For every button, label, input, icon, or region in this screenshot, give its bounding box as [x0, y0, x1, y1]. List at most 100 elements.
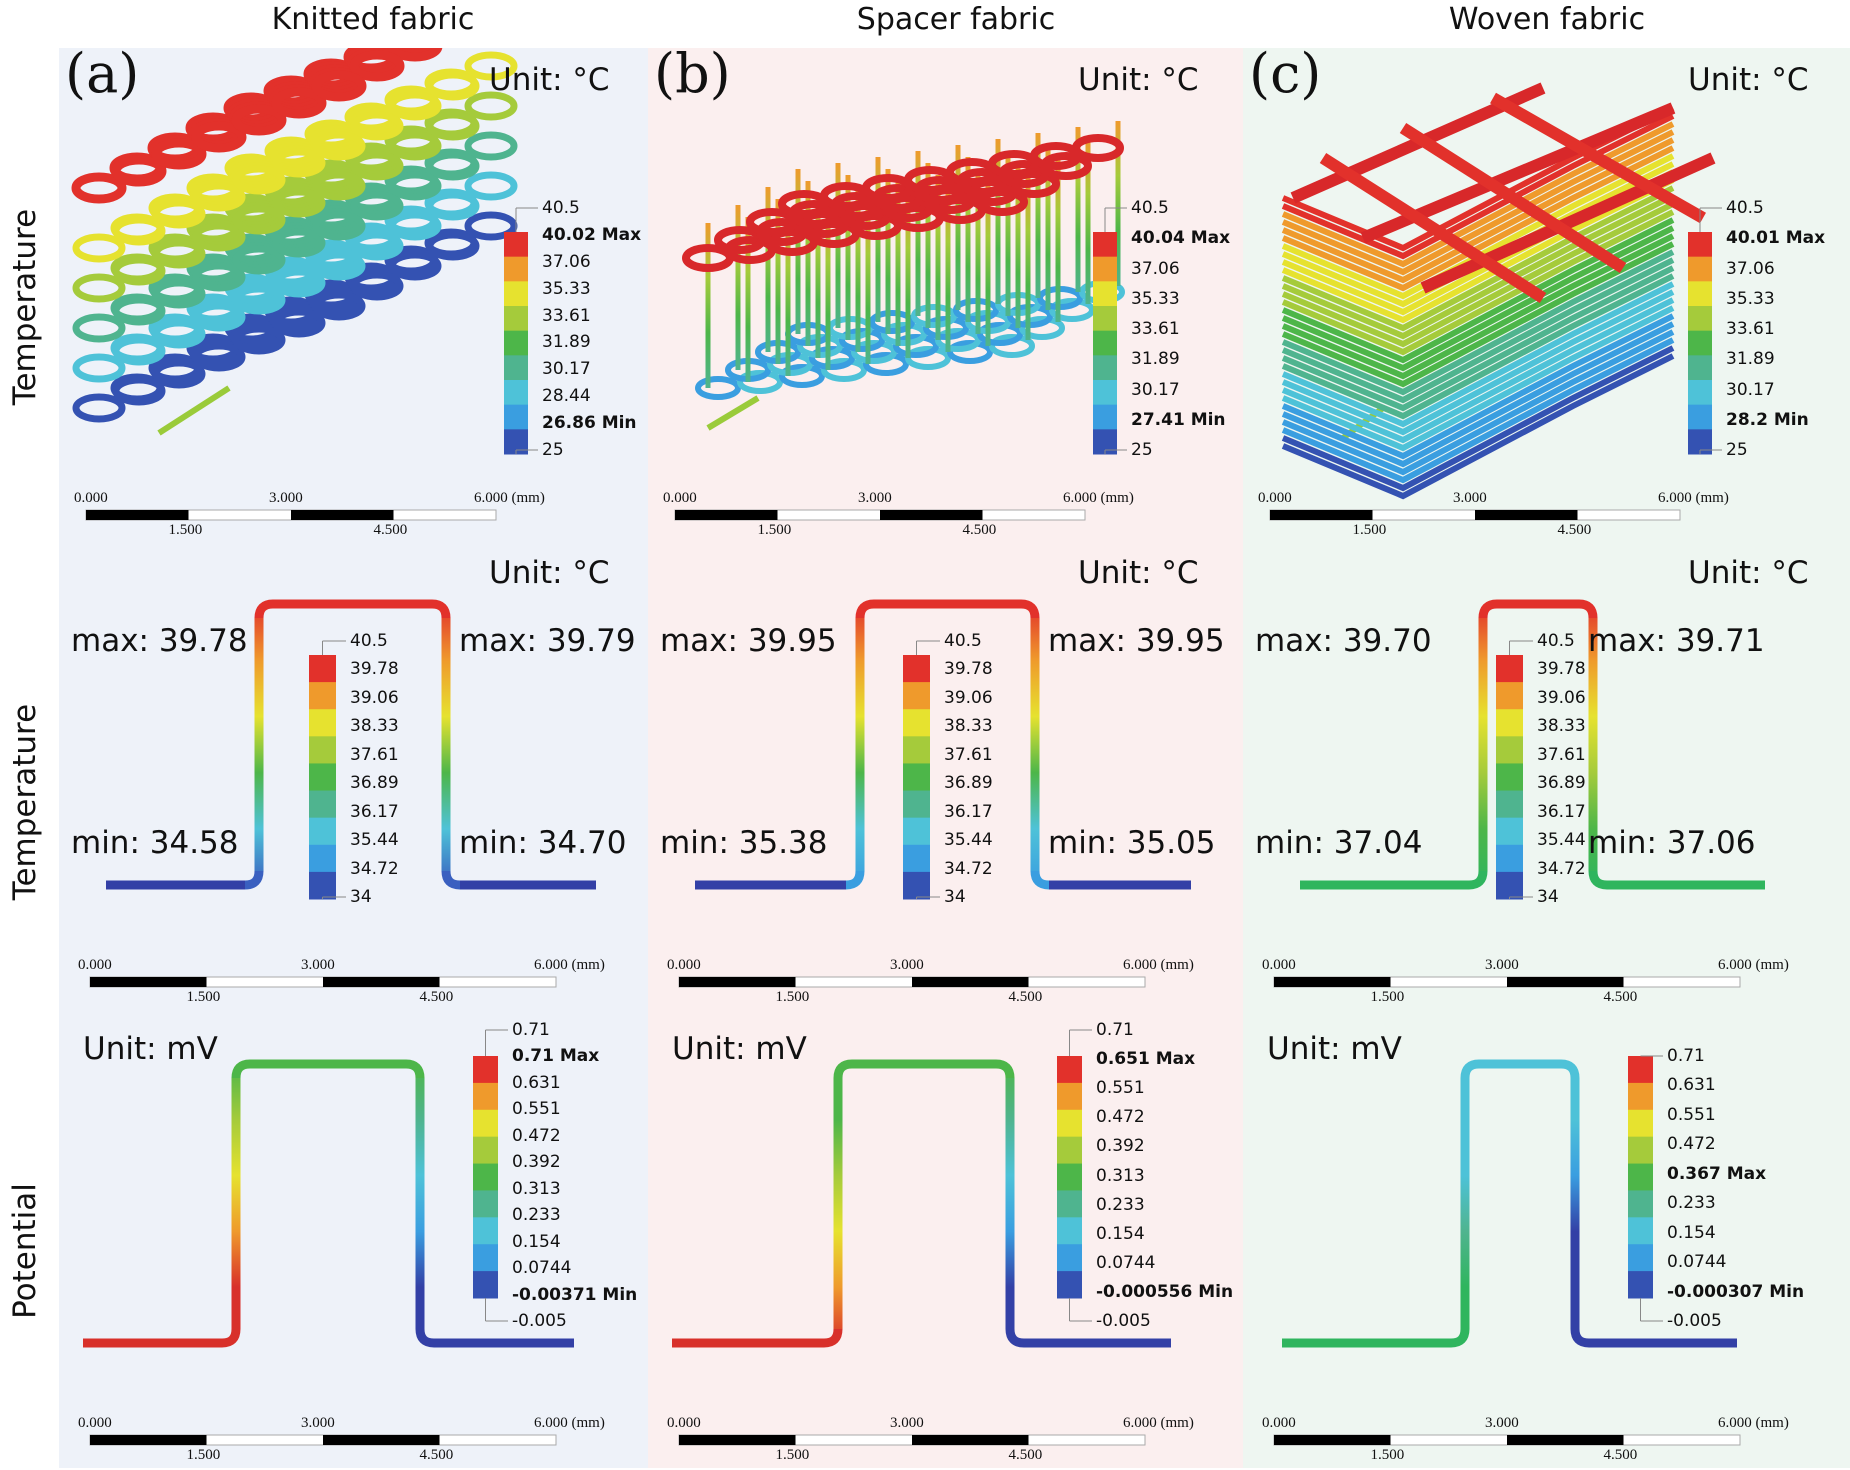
- legend-label: 0.71: [512, 1020, 550, 1040]
- unit-label: Unit: mV: [672, 1031, 807, 1067]
- legend-band: [903, 763, 930, 792]
- woven-layer: [1281, 273, 1675, 420]
- legend-label: 0.233: [1096, 1194, 1145, 1215]
- yarn-loop: [112, 216, 166, 246]
- weft-yarn: [1399, 122, 1627, 274]
- legend-label: 39.78: [944, 659, 993, 680]
- legend-band: [1057, 1190, 1082, 1218]
- weft-yarn: [1490, 92, 1706, 224]
- column-title: Woven fabric: [1448, 2, 1646, 37]
- legend-band: [1688, 330, 1712, 356]
- legend-band: [1688, 232, 1712, 258]
- yarn-loop: [388, 91, 442, 121]
- panel-temp2d: Unit: °C 40.5 39.78 39.06 38.33 37.61 36.89 36.…: [59, 543, 648, 1003]
- legend-label: 0.0744: [1667, 1252, 1727, 1273]
- legend-band: [1057, 1217, 1082, 1245]
- warp-yarn: [1420, 152, 1716, 294]
- legend-band: [1093, 355, 1117, 381]
- panel-potential: Unit: mV 0.71 0.631 0.551 0.472 0.367 Max 0.23…: [1243, 1003, 1850, 1468]
- max-right-label: max: 39.79: [459, 623, 636, 659]
- legend-band: [1093, 232, 1117, 258]
- legend-label: 37.61: [944, 744, 993, 765]
- legend-band: [903, 844, 930, 873]
- legend-label: 40.04 Max: [1131, 228, 1231, 249]
- legend-band: [903, 736, 930, 764]
- woven-layer: [1281, 337, 1675, 484]
- scale-bar-tick: 0.000: [667, 957, 701, 973]
- legend-band: [1093, 306, 1117, 332]
- legend-label: 40.02 Max: [542, 224, 642, 245]
- legend-label: 35.44: [944, 830, 993, 851]
- woven-layer: [1281, 257, 1675, 404]
- scale-bar-tick: 3.000: [1453, 490, 1487, 506]
- legend-label: 34: [350, 887, 372, 907]
- unit-label: Unit: °C: [1078, 62, 1199, 98]
- yarn-loop: [426, 231, 480, 261]
- woven-layer: [1281, 305, 1675, 452]
- legend-label: -0.000556 Min: [1096, 1281, 1234, 1302]
- legend-band: [1688, 256, 1712, 282]
- legend-band: [473, 1190, 498, 1218]
- yarn-loop: [779, 364, 825, 388]
- yarn-loop: [152, 279, 206, 309]
- legend-band: [309, 844, 336, 873]
- woven-layer: [1281, 313, 1675, 460]
- panel-canvas: [1269, 82, 1722, 521]
- legend-label: 37.06: [542, 251, 591, 272]
- fabric-3d-model: [71, 48, 518, 436]
- legend-label: 0.313: [512, 1178, 561, 1199]
- woven-layer: [1281, 281, 1675, 428]
- legend-band: [1093, 281, 1117, 307]
- legend-label: 34: [944, 887, 966, 907]
- panel-potential: Unit: mV 0.71 0.651 Max 0.551 0.472 0.392 0.31…: [648, 1003, 1243, 1468]
- woven-layer: [1281, 137, 1675, 284]
- scale-bar-tick: 6.000 (mm): [534, 957, 605, 973]
- scale-bar-tick: 1.500: [168, 522, 203, 538]
- legend-label: 25: [1726, 440, 1748, 460]
- yarn-loop: [426, 191, 480, 221]
- yarn-loop: [112, 256, 166, 286]
- legend-label: 30.17: [1726, 379, 1775, 400]
- panel-canvas: [1273, 599, 1765, 988]
- legend-band: [1628, 1190, 1653, 1218]
- yarn-loop: [232, 205, 286, 235]
- yarn-loop: [312, 291, 366, 321]
- yarn-loop: [272, 228, 326, 258]
- corner: [244, 870, 264, 890]
- legend-label: 0.233: [512, 1205, 561, 1226]
- legend-label: -0.005: [1096, 1311, 1151, 1331]
- scale-bar-tick: 6.000 (mm): [1123, 957, 1194, 973]
- legend-band: [1496, 763, 1523, 792]
- yarn-loop: [72, 353, 126, 383]
- legend-label: 38.33: [1537, 716, 1586, 737]
- legend-label: 0.631: [512, 1072, 561, 1093]
- yarn-loop: [112, 296, 166, 326]
- scale-bar-tick: 3.000: [1485, 1415, 1519, 1431]
- legend-label: 31.89: [1131, 349, 1180, 370]
- legend-label: 39.78: [1537, 659, 1586, 680]
- legend-label: 35.33: [1726, 288, 1775, 309]
- legend-label: 25: [1131, 440, 1153, 460]
- scale-bar-tick: 1.500: [186, 1447, 221, 1463]
- legend-label: 33.61: [542, 305, 591, 326]
- legend-band: [309, 790, 336, 819]
- woven-layer: [1281, 297, 1675, 444]
- legend-label: 38.33: [944, 716, 993, 737]
- yarn-loop: [71, 172, 127, 204]
- legend-band: [1496, 709, 1523, 737]
- scale-bar-tick: 1.500: [1370, 989, 1405, 1003]
- legend-band: [1496, 682, 1523, 710]
- legend-band: [1628, 1109, 1653, 1138]
- legend-band: [1628, 1217, 1653, 1245]
- legend-label: 27.41 Min: [1131, 409, 1226, 430]
- legend-band: [309, 817, 336, 846]
- legend-label: 30.17: [1131, 379, 1180, 400]
- legend-label: 40.5: [944, 631, 982, 651]
- legend-label: 33.61: [1726, 319, 1775, 339]
- woven-layer: [1281, 217, 1675, 364]
- woven-layer: [1281, 129, 1675, 276]
- legend-band: [1496, 736, 1523, 764]
- scale-bar-tick: 4.500: [1603, 989, 1638, 1003]
- legend-label: 37.61: [350, 744, 399, 765]
- corner: [1030, 870, 1050, 890]
